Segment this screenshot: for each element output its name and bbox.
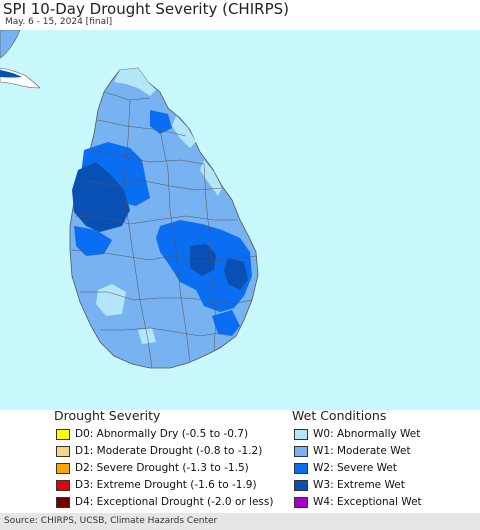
legend-swatch-w1: [294, 445, 308, 457]
legend-label-w0: W0: Abnormally Wet: [313, 428, 421, 440]
legend-swatch-d3: [56, 479, 70, 491]
wet-legend-heading: Wet Conditions: [292, 408, 387, 423]
w2-northeast-patch: [150, 110, 172, 134]
drought-legend-heading: Drought Severity: [54, 408, 161, 423]
legend-item-d1: D1: Moderate Drought (-0.8 to -1.2): [56, 444, 262, 458]
source-credit: Source: CHIRPS, UCSB, Climate Hazards Ce…: [4, 516, 218, 526]
w2-southeast: [212, 310, 240, 336]
sri-lanka-spi-map: [0, 30, 480, 410]
legend-swatch-d1: [56, 445, 70, 457]
legend-label-d4: D4: Exceptional Drought (-2.0 or less): [75, 496, 274, 508]
w0-east-north: [172, 116, 196, 148]
legend-item-d3: D3: Extreme Drought (-1.6 to -1.9): [56, 478, 257, 492]
india-coast-wet-strip: [0, 70, 22, 78]
legend-swatch-w0: [294, 428, 308, 440]
legend-item-d4: D4: Exceptional Drought (-2.0 or less): [56, 495, 273, 509]
legend-swatch-w2: [294, 462, 308, 474]
legend-swatch-d2: [56, 462, 70, 474]
legend-label-w3: W3: Extreme Wet: [313, 479, 405, 491]
w0-north-tip: [114, 68, 156, 96]
w3-east: [190, 244, 216, 276]
legend-label-w1: W1: Moderate Wet: [313, 445, 411, 457]
w2-west-south: [74, 226, 112, 256]
legend-item-w3: W3: Extreme Wet: [294, 478, 405, 492]
legend-item-w2: W2: Severe Wet: [294, 461, 397, 475]
legend-item-w0: W0: Abnormally Wet: [294, 427, 420, 441]
legend-label-d3: D3: Extreme Drought (-1.6 to -1.9): [75, 479, 257, 491]
drought-legend: Drought Severity D0: Abnormally Dry (-0.…: [54, 408, 284, 510]
w0-east-coast: [200, 160, 222, 196]
legend-label-d0: D0: Abnormally Dry (-0.5 to -0.7): [75, 428, 249, 440]
legend-item-w1: W1: Moderate Wet: [294, 444, 411, 458]
w3-west: [72, 162, 130, 232]
legend-label-d2: D2: Severe Drought (-1.3 to -1.5): [75, 462, 249, 474]
map-subtitle: May. 6 - 15, 2024 [final]: [5, 17, 113, 27]
sri-lanka-island: [69, 67, 259, 369]
wet-legend: Wet Conditions W0: Abnormally Wet W1: Mo…: [292, 408, 478, 510]
legend-swatch-w3: [294, 479, 308, 491]
legend-swatch-w4: [294, 496, 308, 508]
india-coast: [0, 30, 21, 59]
legend-swatch-d4: [56, 496, 70, 508]
district-boundaries: [71, 91, 257, 369]
legend-label-w2: W2: Severe Wet: [313, 462, 397, 474]
legend-label-d1: D1: Moderate Drought (-0.8 to -1.2): [75, 445, 263, 457]
source-footer: Source: CHIRPS, UCSB, Climate Hazards Ce…: [0, 513, 480, 530]
legend-item-d0: D0: Abnormally Dry (-0.5 to -0.7): [56, 427, 248, 441]
legend-label-w4: W4: Exceptional Wet: [313, 496, 422, 508]
legend-swatch-d0: [56, 428, 70, 440]
map-title: SPI 10-Day Drought Severity (CHIRPS): [3, 0, 289, 18]
w3-east-coast: [224, 258, 248, 290]
legend-item-w4: W4: Exceptional Wet: [294, 495, 422, 509]
legend-item-d2: D2: Severe Drought (-1.3 to -1.5): [56, 461, 249, 475]
